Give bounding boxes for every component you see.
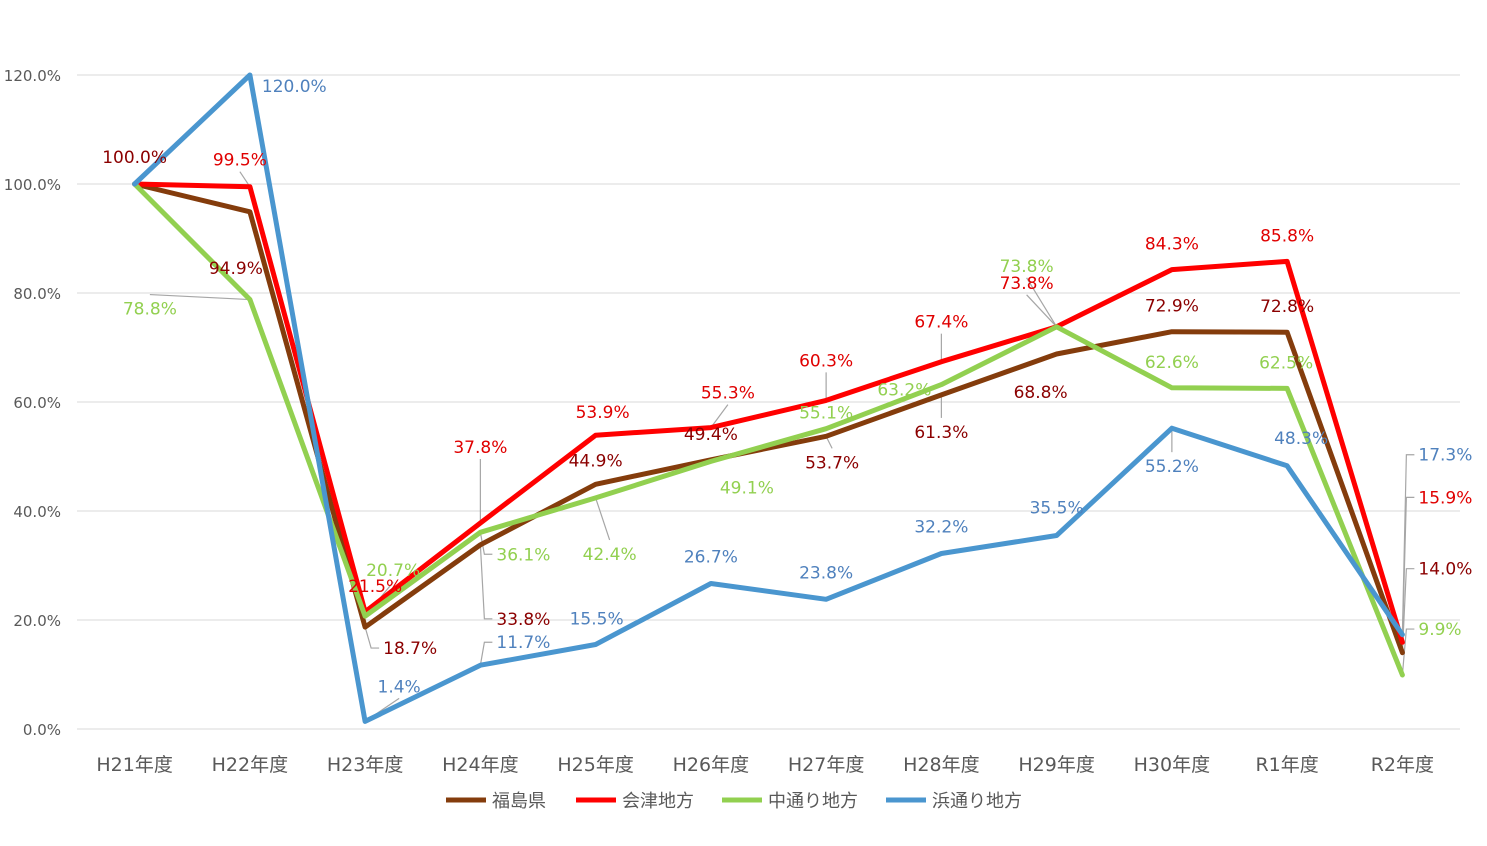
x-tick-label: H27年度 bbox=[788, 754, 864, 776]
x-axis-tick-labels: H21年度 H22年度 H23年度 H24年度 H25年度 H26年度 H27年度 H28年度… bbox=[96, 754, 1434, 776]
legend-label: 福島県 bbox=[492, 791, 546, 812]
leader-line bbox=[1401, 454, 1415, 635]
legend-entry-1: 会津地方 bbox=[576, 791, 694, 812]
data-label: 1.4% bbox=[378, 677, 421, 697]
series-line-1 bbox=[132, 181, 1405, 645]
data-label: 61.3% bbox=[914, 423, 968, 443]
data-label: 63.2% bbox=[877, 381, 931, 401]
leader-line bbox=[1401, 628, 1415, 676]
series-line-3 bbox=[132, 72, 1405, 724]
x-tick-label: H24年度 bbox=[442, 754, 518, 776]
data-label: 15.5% bbox=[570, 610, 624, 630]
data-label: 55.3% bbox=[701, 384, 755, 404]
data-label: 53.7% bbox=[805, 453, 859, 473]
data-label: 55.2% bbox=[1145, 457, 1199, 477]
data-label: 9.9% bbox=[1418, 620, 1461, 640]
data-label: 44.9% bbox=[569, 451, 623, 471]
x-tick-label: R2年度 bbox=[1371, 754, 1434, 776]
data-label: 72.8% bbox=[1260, 297, 1314, 317]
data-label: 37.8% bbox=[453, 438, 507, 458]
leader-line bbox=[1026, 277, 1058, 328]
data-label: 53.9% bbox=[576, 403, 630, 423]
y-tick-label: 20.0% bbox=[13, 612, 61, 630]
x-tick-label: H22年度 bbox=[212, 754, 288, 776]
data-label: 48.3% bbox=[1274, 429, 1328, 449]
data-label: 84.3% bbox=[1145, 235, 1199, 255]
data-label: 120.0% bbox=[262, 77, 327, 97]
legend-entry-2: 中通り地方 bbox=[722, 791, 858, 812]
data-label: 17.3% bbox=[1418, 446, 1472, 466]
series-lines bbox=[132, 72, 1405, 724]
x-tick-label: H26年度 bbox=[673, 754, 749, 776]
data-label: 78.8% bbox=[123, 300, 177, 320]
data-label: 62.5% bbox=[1259, 353, 1313, 373]
leader-line bbox=[149, 293, 250, 301]
data-label: 73.8% bbox=[1000, 257, 1054, 277]
legend-entry-0: 福島県 bbox=[446, 791, 546, 812]
data-label: 21.5% bbox=[348, 577, 402, 597]
data-label: 72.9% bbox=[1145, 297, 1199, 317]
data-label: 67.4% bbox=[914, 313, 968, 333]
y-axis-tick-labels: 0.0% 20.0% 40.0% 60.0% 80.0% 100.0% 120.0% bbox=[4, 67, 61, 739]
data-label: 55.1% bbox=[799, 404, 853, 424]
series-line-0 bbox=[132, 181, 1405, 656]
y-tick-label: 40.0% bbox=[13, 503, 61, 521]
data-label: 18.7% bbox=[383, 639, 437, 659]
data-label: 26.7% bbox=[684, 547, 738, 567]
data-label: 73.8% bbox=[1000, 274, 1054, 294]
data-label-shared: 100.0% bbox=[102, 148, 167, 168]
data-label: 20.7% bbox=[366, 561, 420, 581]
data-label: 68.8% bbox=[1014, 383, 1068, 403]
x-tick-label: H28年度 bbox=[903, 754, 979, 776]
y-tick-label: 0.0% bbox=[23, 721, 61, 739]
leader-line bbox=[479, 544, 493, 620]
data-label: 85.8% bbox=[1260, 226, 1314, 246]
gridlines bbox=[77, 74, 1460, 730]
data-label: 33.8% bbox=[496, 610, 550, 630]
y-tick-label: 120.0% bbox=[4, 67, 61, 85]
data-label: 62.6% bbox=[1145, 353, 1199, 373]
data-label: 60.3% bbox=[799, 351, 853, 371]
data-label: 23.8% bbox=[799, 563, 853, 583]
leader-line bbox=[364, 626, 380, 649]
x-tick-label: R1年度 bbox=[1255, 754, 1318, 776]
data-labels: 94.9% 18.7% 33.8% 44.9% 49.4% 53.7% 61.3% 68.8%… bbox=[102, 77, 1472, 697]
y-tick-label: 80.0% bbox=[13, 285, 61, 303]
data-label: 15.9% bbox=[1418, 488, 1472, 508]
data-label: 11.7% bbox=[496, 633, 550, 653]
y-tick-label: 60.0% bbox=[13, 394, 61, 412]
leader-line bbox=[479, 532, 493, 555]
legend-entry-3: 浜通り地方 bbox=[886, 791, 1022, 812]
x-tick-label: H25年度 bbox=[557, 754, 633, 776]
data-label: 94.9% bbox=[209, 259, 263, 279]
legend-label: 中通り地方 bbox=[768, 791, 858, 812]
leader-line bbox=[1401, 568, 1415, 653]
data-label: 42.4% bbox=[583, 545, 637, 565]
data-label: 32.2% bbox=[914, 518, 968, 538]
leader-line bbox=[595, 497, 611, 541]
leader-line bbox=[710, 404, 729, 428]
data-label: 49.4% bbox=[684, 425, 738, 445]
data-label: 35.5% bbox=[1030, 499, 1084, 519]
data-label: 14.0% bbox=[1418, 560, 1472, 580]
legend: 福島県 会津地方 中通り地方 浜通り地方 bbox=[446, 791, 1022, 812]
data-label: 36.1% bbox=[496, 545, 550, 565]
data-label: 49.1% bbox=[720, 478, 774, 498]
series-line-2 bbox=[132, 181, 1405, 678]
legend-label: 会津地方 bbox=[622, 791, 694, 812]
leader-line bbox=[1026, 294, 1058, 328]
legend-label: 浜通り地方 bbox=[932, 791, 1022, 812]
data-label: 99.5% bbox=[213, 151, 267, 171]
leader-line bbox=[479, 641, 493, 666]
label-leader-lines bbox=[149, 171, 1415, 722]
y-tick-label: 100.0% bbox=[4, 176, 61, 194]
x-tick-label: H30年度 bbox=[1134, 754, 1210, 776]
x-tick-label: H23年度 bbox=[327, 754, 403, 776]
x-tick-label: H21年度 bbox=[96, 754, 172, 776]
x-tick-label: H29年度 bbox=[1018, 754, 1094, 776]
